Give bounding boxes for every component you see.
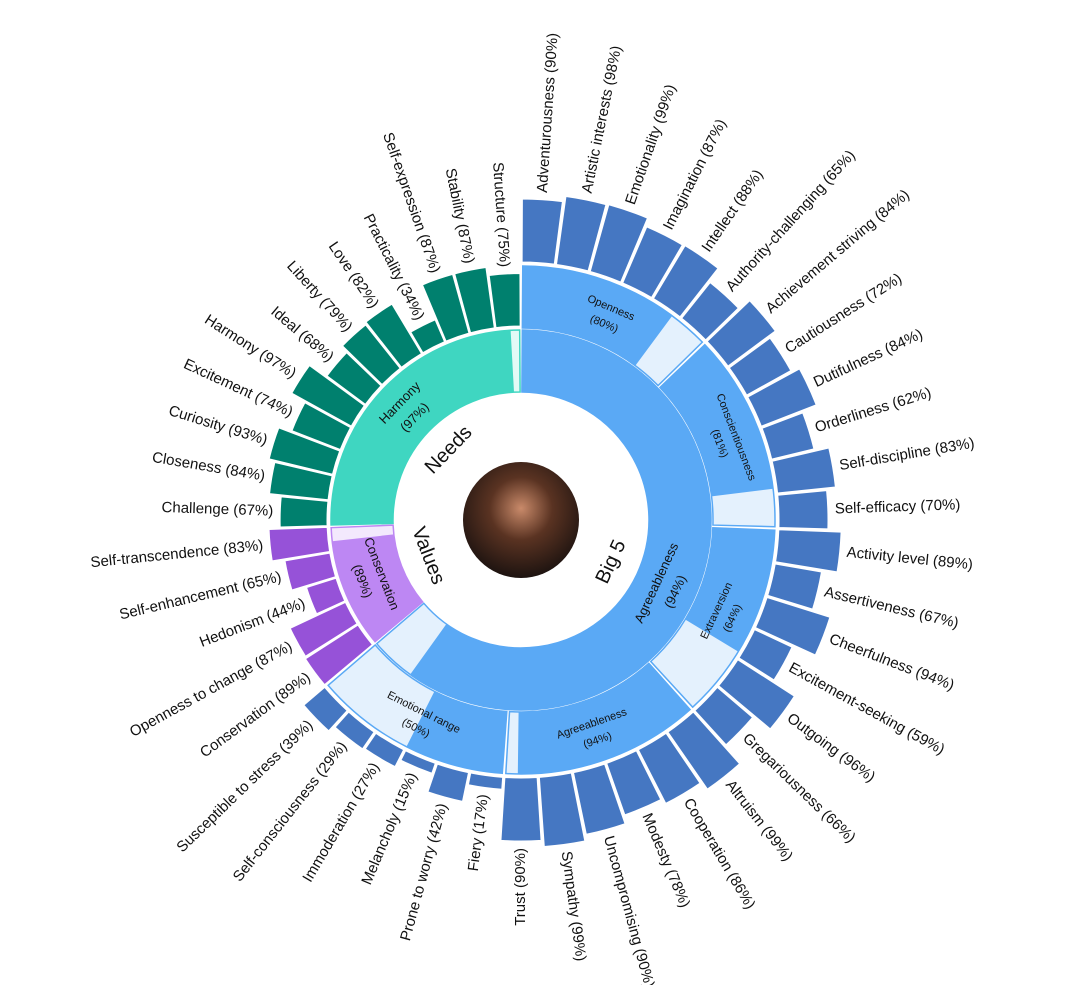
ring-segment [659, 344, 774, 497]
facet-label: Prone to worry (42%) [397, 802, 451, 943]
facet-bar [410, 319, 446, 354]
facet-bar [771, 447, 836, 494]
facet-bar [289, 601, 358, 657]
facet-bar [268, 427, 341, 475]
facet-bar [775, 529, 842, 573]
facet-bar [606, 750, 662, 816]
facet-label: Artistic interests (98%) [579, 44, 626, 194]
facet-bar [304, 624, 374, 686]
facet-bar [761, 412, 815, 460]
facet-label: Self-efficacy (70%) [835, 496, 961, 517]
facet-label: Curiosity (93%) [167, 402, 270, 449]
facet-label: Self-transcendence (83%) [90, 537, 264, 571]
facet-bar [421, 273, 470, 342]
facet-bar [291, 402, 352, 451]
group-label: Values [407, 524, 449, 588]
facet-bar [279, 496, 329, 528]
ring-segment [685, 527, 775, 652]
facet-label: Self-discipline (83%) [838, 435, 976, 475]
facet-bar [589, 204, 649, 283]
facet-label: Intellect (88%) [698, 167, 766, 256]
ring-segment [332, 534, 423, 642]
facet-bar [400, 750, 436, 774]
facet-label: Altruism (99%) [722, 777, 796, 865]
facet-label: Fiery (17%) [465, 793, 492, 872]
facet-bar [427, 763, 470, 802]
facet-bar [305, 577, 346, 615]
facet-bar [667, 711, 741, 790]
facet-bar [538, 772, 586, 848]
facet-bar [718, 659, 796, 730]
facet-label: Challenge (67%) [161, 499, 273, 520]
facet-label: Self-consciousness (29%) [230, 738, 351, 885]
facet-bar [767, 563, 823, 610]
facet-bar [728, 337, 792, 396]
facet-label: Authority-challenging (65%) [723, 147, 859, 295]
facet-label: Susceptible to stress (39%) [173, 717, 316, 856]
ring-segment [517, 663, 691, 774]
facet-bar [572, 763, 626, 835]
ring-segment [331, 330, 515, 526]
facet-label: Achievement striving (84%) [762, 186, 912, 317]
facet-bar [694, 686, 754, 746]
ring-segment [406, 691, 507, 774]
facet-bar [269, 461, 333, 501]
group-label: Big 5 [591, 536, 630, 587]
facet-bar [681, 281, 739, 341]
ring-segment [410, 330, 711, 711]
facet-bar [291, 364, 366, 427]
facet-bar [341, 324, 401, 386]
facet-label: Activity level (89%) [846, 544, 974, 574]
facet-label: Openness to change (87%) [127, 638, 295, 741]
facet-bar [284, 552, 337, 591]
facet-bar [652, 245, 719, 318]
facet-bar [326, 352, 382, 405]
facet-label: Dutifulness (84%) [811, 326, 926, 391]
facet-label: Hedonism (44%) [197, 595, 307, 651]
facet-label: Adventurousness (90%) [534, 32, 562, 193]
facet-bar [754, 596, 831, 656]
facet-label: Closeness (84%) [151, 449, 266, 485]
facet-bar [364, 732, 405, 768]
facet-bar [334, 711, 375, 750]
facet-bar [500, 776, 542, 842]
facet-bar [521, 198, 563, 265]
facet-label: Modesty (78%) [638, 811, 693, 911]
ring-segment [522, 266, 673, 366]
facet-bar [268, 526, 331, 562]
facet-bar [637, 732, 701, 805]
facet-bar [622, 226, 684, 299]
facet-label: Trust (90%) [512, 848, 529, 926]
facet-label: Uncompromising (90%) [600, 834, 658, 985]
facet-bar [777, 490, 829, 530]
facet-bar [706, 300, 776, 367]
facet-label: Assertiveness (67%) [823, 584, 961, 632]
facet-label: Emotionality (99%) [622, 82, 679, 207]
facet-bar [365, 303, 423, 368]
facet-bar [467, 772, 504, 790]
facet-bar [488, 272, 521, 329]
facet-label: Sympathy (99%) [558, 850, 590, 962]
facet-label: Stability (87%) [442, 167, 478, 265]
facet-label: Orderliness (62%) [813, 384, 933, 436]
facet-bar [747, 368, 817, 427]
facet-label: Structure (75%) [489, 162, 513, 268]
facet-bar [738, 628, 793, 681]
profile-photo [463, 462, 579, 578]
facet-bar [303, 686, 348, 732]
facet-label: Cheerfulness (94%) [827, 630, 957, 694]
facet-bar [454, 266, 495, 334]
facet-bar [555, 195, 607, 272]
